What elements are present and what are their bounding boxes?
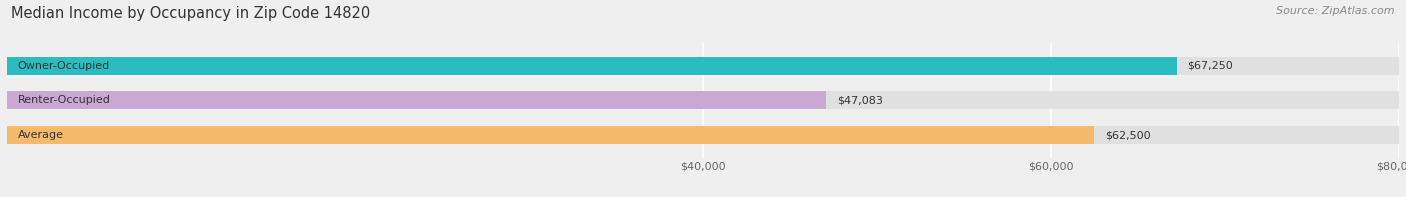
Bar (7, 57, 1177, 75)
Text: Renter-Occupied: Renter-Occupied (17, 96, 110, 105)
Text: $47,083: $47,083 (837, 96, 883, 105)
Bar (7, 91, 1399, 110)
Text: Median Income by Occupancy in Zip Code 14820: Median Income by Occupancy in Zip Code 1… (11, 6, 371, 21)
Text: Average: Average (17, 130, 63, 140)
Text: $62,500: $62,500 (1105, 130, 1150, 140)
Text: $67,250: $67,250 (1188, 61, 1233, 71)
Bar (7, 126, 1094, 144)
Bar (7, 57, 1399, 75)
Bar (7, 126, 1399, 144)
Text: Source: ZipAtlas.com: Source: ZipAtlas.com (1277, 6, 1395, 16)
Text: Owner-Occupied: Owner-Occupied (17, 61, 110, 71)
Bar (7, 91, 827, 110)
